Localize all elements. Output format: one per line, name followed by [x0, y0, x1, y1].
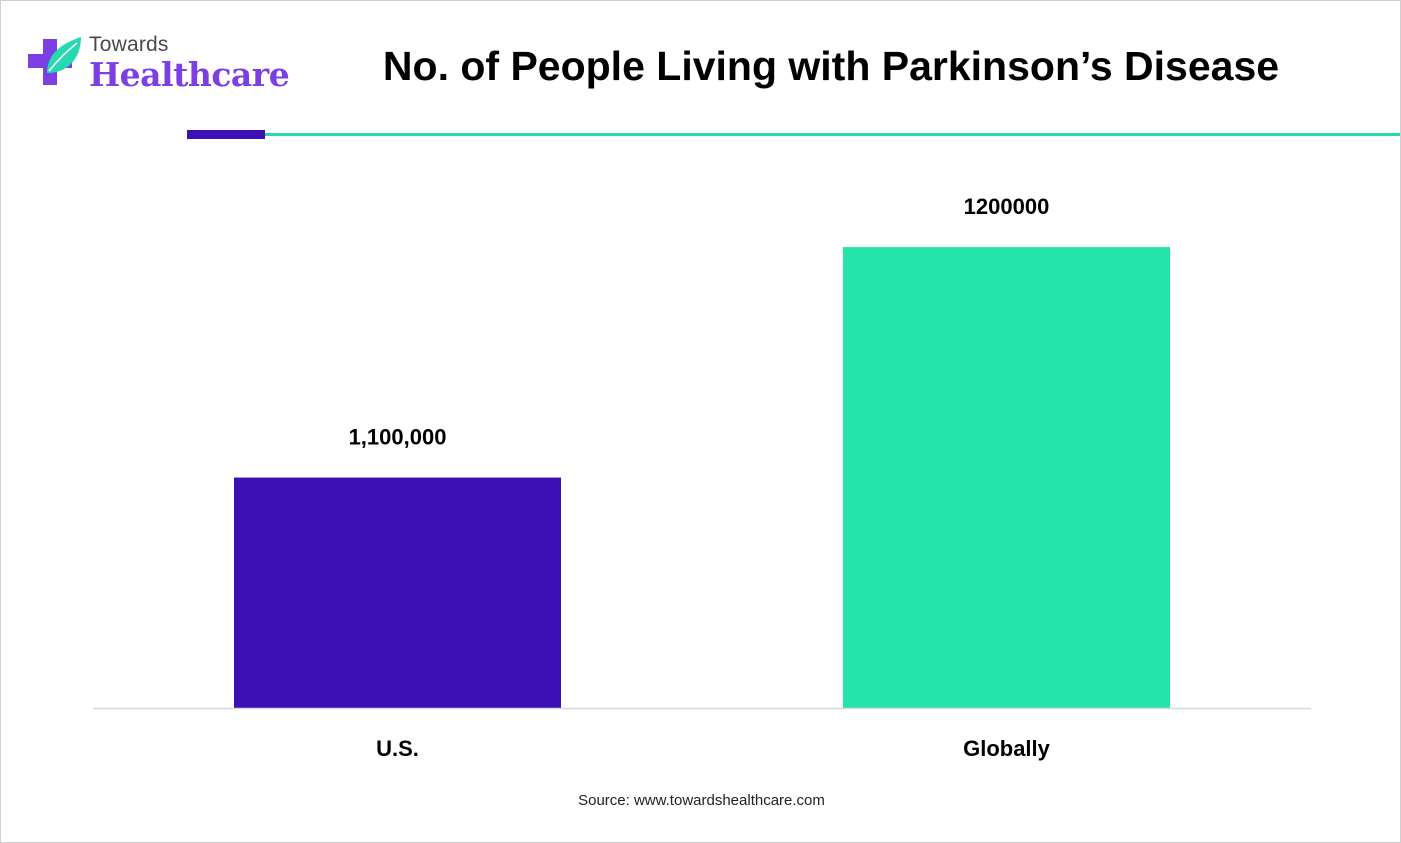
bar-1: [842, 247, 1171, 708]
chart-title: No. of People Living with Parkinson’s Di…: [382, 43, 1280, 89]
category-label-1: Globally: [963, 736, 1051, 761]
title-accent-line: [265, 133, 1400, 136]
brand-logo: Towards Healthcare: [27, 31, 290, 101]
title-accent-bar: [187, 130, 265, 139]
brand-small-text: Towards: [89, 33, 169, 56]
medical-cross-leaf-icon: [28, 37, 81, 85]
brand-big-text: Healthcare: [89, 55, 290, 94]
data-label-1: 1200000: [964, 194, 1050, 219]
bar-0: [233, 477, 562, 708]
data-label-0: 1,100,000: [349, 425, 447, 450]
source-note: Source: www.towardshealthcare.com: [578, 792, 825, 809]
category-label-0: U.S.: [376, 736, 419, 761]
